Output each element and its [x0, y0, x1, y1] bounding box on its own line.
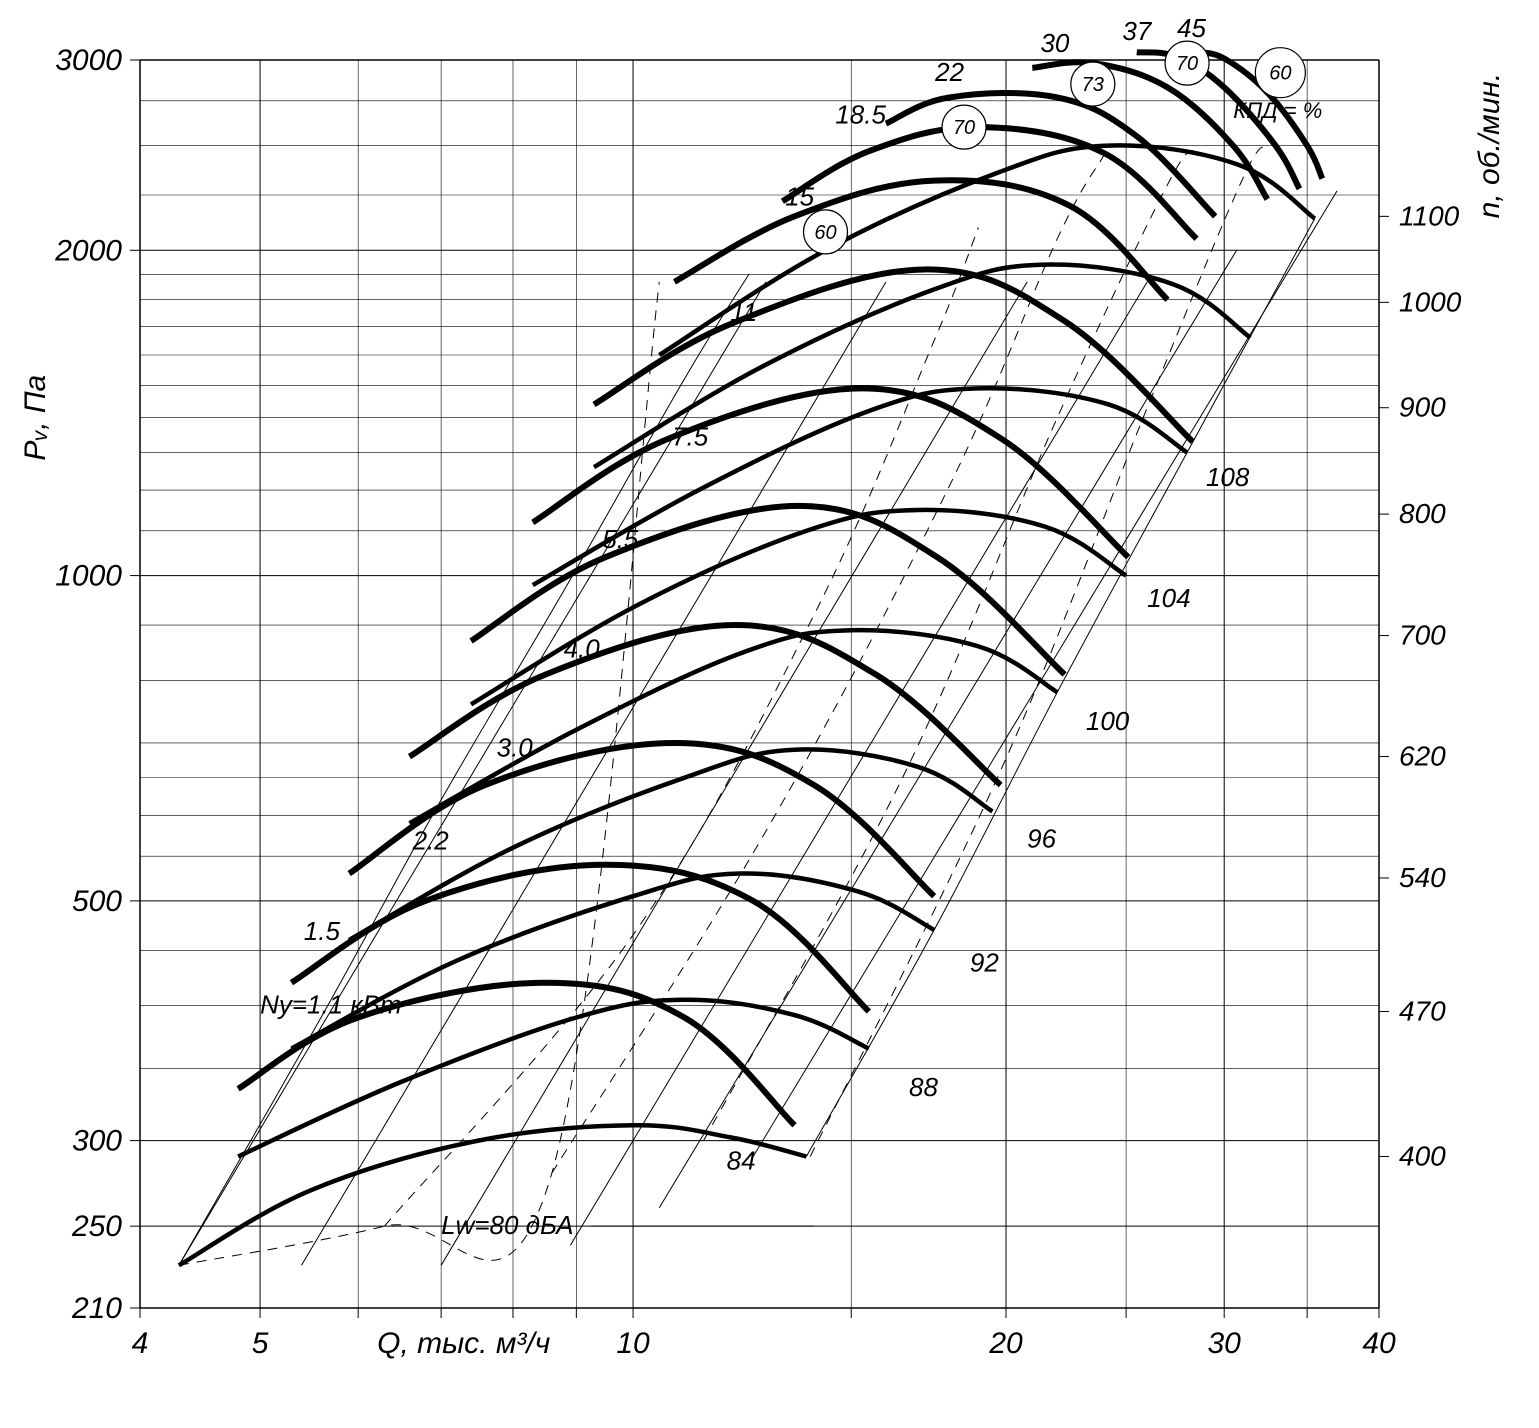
- y-left-tick-label: 250: [71, 1210, 122, 1243]
- power-label: 22: [934, 57, 964, 87]
- sound-label: Lw=80 дБА: [441, 1210, 573, 1240]
- power-curve: [674, 180, 1167, 299]
- kpd-dashed: [704, 149, 1197, 1140]
- power-anchor-label: Nу=1.1 кВт: [260, 990, 402, 1020]
- y-right-tick-label: 540: [1399, 862, 1446, 893]
- power-curve: [1032, 62, 1267, 199]
- power-label: 30: [1040, 28, 1069, 58]
- boundary-right: [806, 219, 1314, 1157]
- power-curve: [349, 743, 934, 896]
- y-right-tick-label: 800: [1399, 498, 1446, 529]
- power-label: 2.2: [412, 825, 450, 855]
- kpd-dashed: [552, 155, 1104, 1173]
- kpd-text: КПД = %: [1233, 98, 1322, 123]
- x-tick-label: 5: [252, 1327, 269, 1360]
- y-right-tick-label: 620: [1399, 741, 1446, 772]
- x-tick-label: 40: [1362, 1327, 1396, 1360]
- speed-label: 96: [1027, 824, 1056, 854]
- speed-curve: [179, 1125, 806, 1265]
- x-tick-label: 4: [132, 1327, 149, 1360]
- y-right-tick-label: 400: [1399, 1141, 1446, 1172]
- kpd-circle-label: 70: [1176, 53, 1198, 75]
- y-left-tick-label: 300: [72, 1125, 122, 1158]
- y-left-tick-label: 1000: [55, 560, 122, 593]
- power-label: 45: [1177, 13, 1206, 43]
- power-label: 15: [785, 182, 814, 212]
- x-tick-label: 10: [616, 1327, 650, 1360]
- power-label: 11: [730, 297, 757, 327]
- power-label: 1.5: [304, 916, 341, 946]
- kpd-circle-label: 60: [814, 222, 836, 244]
- y-right-tick-label: 1100: [1399, 200, 1460, 231]
- speed-label: 104: [1147, 583, 1190, 613]
- power-label: 4.0: [564, 633, 601, 663]
- y-right-tick-label: 1000: [1399, 286, 1462, 317]
- kpd-circle-label: 73: [1082, 74, 1104, 96]
- y-left-tick-label: 3000: [55, 44, 122, 77]
- power-label: 37: [1122, 16, 1152, 46]
- speed-curve: [471, 510, 1126, 704]
- speed-label: 88: [909, 1072, 938, 1102]
- y-right-tick-label: 470: [1399, 996, 1446, 1027]
- y-left-tick-label: 500: [72, 885, 122, 918]
- power-label: 5.5: [602, 524, 639, 554]
- speed-curve: [291, 873, 934, 1048]
- speed-label: 92: [970, 948, 999, 978]
- y-left-tick-label: 2000: [54, 234, 122, 267]
- x-tick-label: 20: [988, 1327, 1023, 1360]
- y-right-tick-label: 700: [1399, 620, 1446, 651]
- y-left-axis-label: Pᵥ, Па: [19, 375, 52, 461]
- y-left-tick-label: 210: [71, 1292, 122, 1325]
- power-label: 7.5: [672, 421, 709, 451]
- kpd-dashed: [179, 282, 659, 1265]
- kpd-circle-label: 70: [953, 117, 975, 139]
- speed-label: 100: [1086, 706, 1130, 736]
- y-right-tick-label: 900: [1399, 392, 1446, 423]
- y-right-axis-label: n, об./мин.: [1473, 73, 1506, 219]
- speed-label: 108: [1206, 462, 1250, 492]
- x-axis-label: Q, тыс. м³/ч: [377, 1327, 550, 1360]
- speed-label: 84: [727, 1146, 756, 1176]
- power-label: 3.0: [497, 733, 534, 763]
- power-label: 18.5: [835, 100, 886, 130]
- x-tick-label: 30: [1208, 1327, 1242, 1360]
- speed-curve: [409, 630, 1057, 823]
- kpd-circle-label: 60: [1269, 63, 1291, 85]
- kpd-dashed: [384, 227, 978, 1226]
